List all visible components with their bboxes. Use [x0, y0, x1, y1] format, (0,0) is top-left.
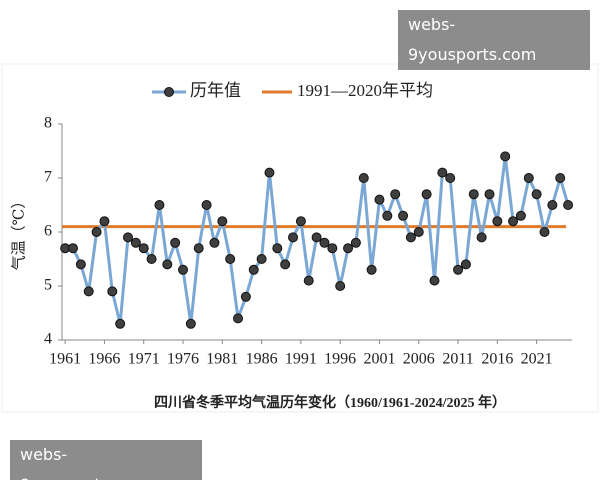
point — [256, 254, 267, 264]
x-tick-label: 2016 — [481, 351, 513, 368]
point — [170, 237, 181, 248]
point — [146, 254, 157, 264]
point — [99, 216, 110, 227]
point — [476, 232, 487, 243]
point — [83, 286, 94, 297]
point — [405, 232, 416, 243]
point — [343, 243, 354, 254]
x-tick-label: 1971 — [128, 351, 160, 368]
point — [162, 259, 173, 270]
point — [547, 200, 558, 210]
x-tick-label: 2011 — [442, 351, 473, 368]
y-tick-label: 7 — [44, 169, 52, 186]
x-tick-label: 1961 — [49, 351, 81, 368]
point — [319, 237, 330, 248]
point — [350, 237, 361, 248]
point — [115, 318, 126, 329]
point — [421, 189, 432, 200]
point — [75, 259, 86, 270]
point — [123, 232, 134, 243]
point — [272, 243, 283, 254]
point — [523, 173, 534, 183]
y-axis-label: 气温（℃） — [10, 194, 27, 271]
x-tick-label: 1996 — [324, 351, 356, 368]
legend-label: 历年值 — [190, 81, 241, 100]
point — [240, 291, 251, 302]
y-tick-label: 8 — [44, 115, 52, 132]
point — [288, 232, 299, 243]
point — [374, 194, 385, 205]
point — [91, 227, 102, 237]
y-tick-label: 5 — [44, 277, 52, 294]
legend-swatch — [164, 87, 174, 97]
x-tick-label: 1981 — [206, 351, 238, 368]
point — [555, 173, 566, 183]
point — [515, 210, 526, 221]
x-tick-label: 1976 — [167, 351, 199, 368]
point — [500, 151, 511, 162]
watermark: webs-9yousports.com — [10, 440, 202, 480]
chart-title: 四川省冬季平均气温历年变化（1960/1961-2024/2025 年） — [154, 394, 506, 411]
point — [429, 275, 440, 286]
point — [225, 254, 236, 264]
point — [382, 210, 393, 221]
point — [445, 173, 456, 183]
point — [531, 189, 542, 200]
x-tick-label: 1991 — [285, 351, 317, 368]
point — [492, 216, 503, 227]
point — [295, 216, 306, 227]
x-tick-label: 2021 — [521, 351, 553, 368]
y-tick-label: 6 — [44, 223, 52, 240]
point — [453, 264, 464, 275]
x-tick-label: 2001 — [363, 351, 395, 368]
point — [484, 189, 495, 200]
legend-label: 1991—2020年平均 — [297, 81, 433, 100]
x-tick-label: 1966 — [88, 351, 120, 368]
point — [468, 189, 479, 200]
point — [311, 232, 322, 243]
point — [358, 173, 369, 183]
point — [201, 200, 212, 210]
point — [248, 264, 259, 275]
point — [539, 227, 550, 237]
point — [217, 216, 228, 227]
point — [563, 200, 574, 210]
watermark: webs-9yousports.com — [398, 10, 590, 70]
point — [280, 259, 291, 270]
x-tick-label: 1986 — [246, 351, 278, 368]
point — [390, 189, 401, 200]
point — [107, 286, 118, 297]
point — [335, 281, 346, 291]
point — [178, 264, 189, 275]
x-tick-label: 2006 — [403, 351, 435, 368]
point — [233, 313, 244, 324]
point — [460, 259, 471, 270]
point — [366, 264, 377, 275]
point — [68, 243, 79, 254]
point — [508, 216, 519, 227]
point — [398, 210, 409, 221]
point — [209, 237, 220, 248]
point — [264, 167, 275, 178]
chart-frame — [1, 63, 599, 413]
point — [437, 167, 448, 178]
point — [303, 275, 314, 286]
point — [327, 243, 338, 254]
point — [193, 243, 204, 254]
point — [138, 243, 149, 254]
y-tick-label: 4 — [44, 331, 52, 348]
point — [154, 200, 165, 210]
point — [413, 227, 424, 237]
point — [185, 318, 196, 329]
point — [130, 237, 141, 248]
